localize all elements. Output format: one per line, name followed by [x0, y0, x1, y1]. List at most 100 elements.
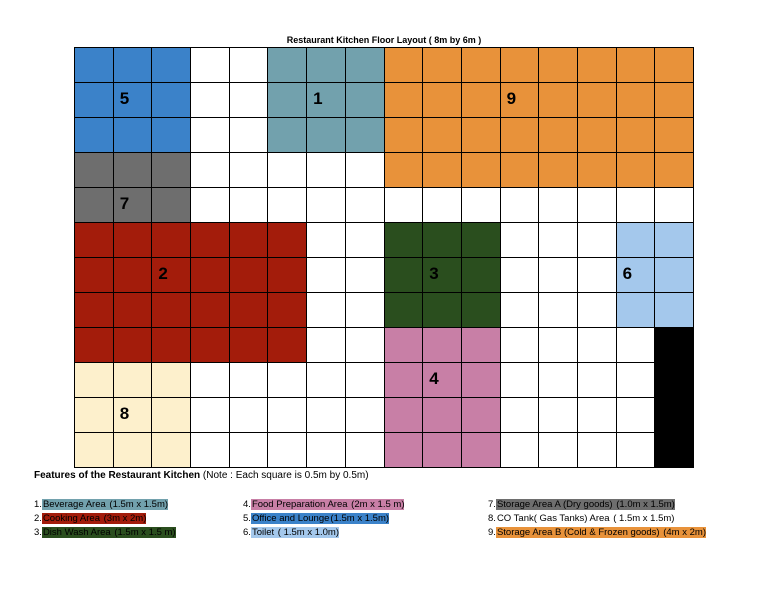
grid-cell	[384, 188, 424, 223]
grid-cell	[75, 363, 114, 398]
grid-cell	[655, 153, 694, 188]
grid-cell: 9	[500, 83, 540, 118]
legend-item-3: 3.Dish Wash Area (1.5m x 1.5 m)	[34, 526, 176, 540]
grid-cell	[655, 328, 694, 363]
grid-cell	[655, 258, 694, 293]
grid-cell	[616, 48, 656, 83]
grid-cell	[500, 48, 540, 83]
features-heading: Features of the Restaurant Kitchen	[34, 470, 201, 481]
grid-cell	[500, 433, 540, 468]
grid-cell	[307, 293, 346, 328]
grid-cell	[577, 293, 617, 328]
grid-cell	[577, 398, 617, 433]
grid-cell	[268, 153, 308, 188]
grid-cell	[152, 118, 192, 153]
grid-cell	[113, 48, 153, 83]
grid-cell	[384, 83, 424, 118]
legend-item-4: 4.Food Preparation Area (2m x 1.5 m)	[243, 498, 405, 512]
grid-cell	[539, 188, 578, 223]
grid-cell	[384, 153, 424, 188]
legend-number: 7.	[488, 499, 496, 510]
grid-cell	[152, 48, 192, 83]
grid-cell	[384, 363, 424, 398]
legend-item-1: 1.Beverage Area (1.5m x 1.5m)	[34, 498, 176, 512]
grid-cell	[307, 223, 346, 258]
grid-cell	[655, 363, 694, 398]
grid-cell: 3	[423, 258, 462, 293]
legend-label: Beverage Area	[42, 499, 106, 510]
legend-number: 9.	[488, 527, 496, 538]
grid-cell: 5	[113, 83, 153, 118]
grid-cell	[655, 48, 694, 83]
grid-cell	[113, 258, 153, 293]
grid-cell	[268, 363, 308, 398]
legend-item-2: 2.Cooking Area (3m x 2m)	[34, 512, 176, 526]
grid-cell	[229, 433, 269, 468]
grid-cell	[113, 293, 153, 328]
grid-cell	[307, 433, 346, 468]
zone-number-5: 5	[119, 89, 130, 108]
grid-cell: 4	[423, 363, 462, 398]
zone-number-3: 3	[429, 264, 439, 283]
grid-cell	[577, 188, 617, 223]
grid-cell	[191, 83, 230, 118]
legend-dimensions: (1.5m x 1.5m)	[330, 513, 390, 524]
grid-cell	[461, 293, 501, 328]
legend-label: Toilet	[251, 527, 275, 538]
floor-grid: 5 1 9 7 2 3 6 4 8	[74, 47, 694, 468]
grid-cell	[655, 118, 694, 153]
grid-cell	[345, 118, 385, 153]
grid-cell	[345, 48, 385, 83]
grid-cell	[75, 293, 114, 328]
legend-dimensions: (1.5m x 1.5m)	[106, 499, 169, 510]
grid-cell: 6	[616, 258, 656, 293]
grid-cell	[577, 258, 617, 293]
grid-cell	[423, 188, 462, 223]
grid-cell: 1	[307, 83, 346, 118]
legend-item-5: 5.Office and Lounge(1.5m x 1.5m)	[243, 512, 404, 526]
grid-cell: 7	[113, 188, 153, 223]
grid-cell	[539, 118, 578, 153]
grid-cell	[577, 433, 617, 468]
legend-dimensions: (1.5m x 1.5 m)	[111, 527, 176, 538]
grid-cell	[539, 258, 578, 293]
grid-cell	[616, 433, 656, 468]
grid-cell	[345, 328, 385, 363]
grid-cell	[539, 433, 578, 468]
legend-dimensions: (1.0m x 1.5m)	[613, 499, 675, 510]
grid-cell	[229, 398, 269, 433]
grid-cell	[345, 83, 385, 118]
grid-cell	[539, 328, 578, 363]
grid-cell	[152, 153, 192, 188]
grid-cell	[268, 328, 308, 363]
grid-cell	[229, 328, 269, 363]
grid-cell	[616, 328, 656, 363]
grid-cell	[307, 153, 346, 188]
grid-cell	[113, 118, 153, 153]
grid-cell	[229, 83, 269, 118]
legend-item-7: 7.Storage Area A (Dry goods) (1.0m x 1.5…	[488, 498, 706, 512]
legend-number: 4.	[243, 499, 251, 510]
zone-number-8: 8	[119, 404, 130, 423]
grid-cell	[655, 188, 694, 223]
grid-cell	[152, 328, 192, 363]
grid-cell	[577, 48, 617, 83]
grid-cell	[229, 48, 269, 83]
grid-cell	[577, 153, 617, 188]
grid-cell	[75, 328, 114, 363]
grid-cell	[229, 293, 269, 328]
features-caption: Features of the Restaurant Kitchen (Note…	[34, 470, 369, 481]
grid-cell	[461, 258, 501, 293]
grid-cell	[423, 153, 462, 188]
grid-cell	[539, 293, 578, 328]
grid-cell	[655, 83, 694, 118]
grid-cell	[307, 363, 346, 398]
grid-cell	[191, 188, 230, 223]
grid-cell	[384, 48, 424, 83]
legend-label: Food Preparation Area	[251, 499, 348, 510]
grid-cell	[577, 328, 617, 363]
legend-label: Dish Wash Area	[42, 527, 111, 538]
legend-item-9: 9.Storage Area B (Cold & Frozen goods) (…	[488, 526, 706, 540]
grid-cell	[423, 293, 462, 328]
grid-cell	[616, 363, 656, 398]
